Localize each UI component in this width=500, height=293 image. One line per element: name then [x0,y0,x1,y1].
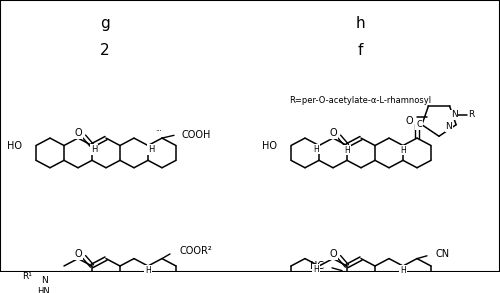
Text: g: g [100,16,110,31]
Text: N: N [42,276,48,285]
Text: R=per-O-acetylate-α-L-rhamnosyl: R=per-O-acetylate-α-L-rhamnosyl [289,96,431,105]
Text: CN: CN [435,249,449,259]
Text: C: C [416,120,422,129]
Text: H: H [344,146,350,155]
Text: f: f [358,43,362,59]
Text: H: H [400,146,406,155]
Text: R: R [468,110,474,120]
Text: O: O [329,249,337,259]
Text: HO: HO [7,141,22,151]
Text: HO: HO [262,141,277,151]
Text: h: h [355,16,365,31]
Text: R¹: R¹ [22,272,32,281]
Text: ...: ... [156,126,162,132]
Text: N: N [450,110,458,120]
Text: H: H [313,145,319,154]
Text: O: O [405,116,413,126]
Text: H: H [91,145,97,154]
Text: N: N [446,122,452,132]
Text: H: H [145,266,151,275]
Text: HN: HN [36,287,50,293]
Text: COOR²: COOR² [180,246,213,256]
Text: 2: 2 [100,43,110,59]
Text: O: O [74,249,82,259]
Text: COOH: COOH [182,130,212,140]
Text: H: H [148,145,154,154]
Text: NC: NC [310,261,324,271]
Text: H: H [313,265,319,274]
Text: O: O [74,128,82,139]
Text: O: O [329,128,337,139]
Text: H: H [400,266,406,275]
